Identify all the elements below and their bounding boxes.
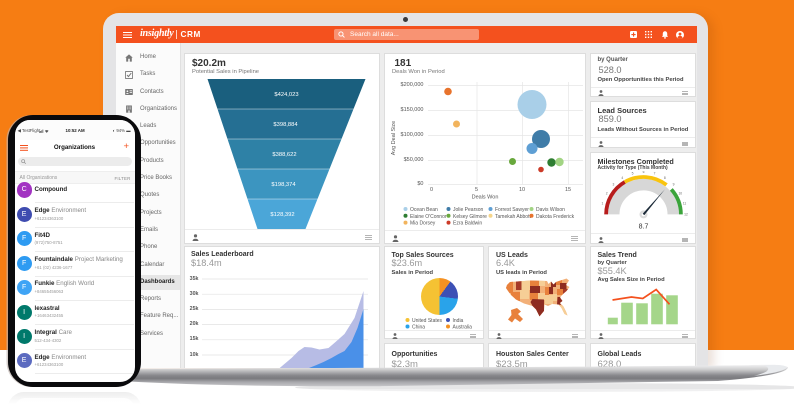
svg-text:Australia: Australia: [452, 325, 472, 331]
svg-text:Tamekah Abbott: Tamekah Abbott: [495, 213, 531, 219]
svg-text:Forrest Sawyer: Forrest Sawyer: [495, 207, 529, 213]
svg-text:$128,392: $128,392: [270, 212, 294, 218]
svg-text:China: China: [412, 325, 425, 331]
svg-text:15: 15: [565, 187, 571, 193]
svg-text:Davis Wilson: Davis Wilson: [536, 207, 565, 213]
svg-text:8: 8: [663, 176, 665, 180]
svg-text:$424,023: $424,023: [274, 92, 298, 98]
svg-text:0: 0: [430, 187, 433, 193]
svg-text:3: 3: [612, 183, 614, 187]
svg-text:$388,622: $388,622: [272, 152, 296, 158]
svg-text:5: 5: [475, 187, 478, 193]
svg-text:Mia Dorsey: Mia Dorsey: [410, 220, 436, 226]
svg-text:Ezra Baldwin: Ezra Baldwin: [453, 220, 482, 226]
svg-text:Deals Won: Deals Won: [471, 194, 498, 200]
svg-text:5: 5: [631, 172, 633, 176]
svg-text:11: 11: [682, 202, 686, 206]
svg-text:12: 12: [684, 213, 688, 217]
svg-text:4: 4: [621, 176, 623, 180]
svg-text:$198,374: $198,374: [271, 182, 296, 188]
svg-text:United States: United States: [412, 318, 443, 324]
svg-text:Elaine O'Connor: Elaine O'Connor: [410, 213, 447, 219]
svg-text:10: 10: [519, 187, 525, 193]
svg-text:8.7: 8.7: [638, 224, 648, 231]
svg-text:$398,884: $398,884: [273, 122, 298, 128]
svg-text:7: 7: [653, 172, 655, 176]
svg-text:1: 1: [601, 202, 603, 206]
svg-text:6: 6: [642, 171, 644, 174]
svg-text:India: India: [452, 318, 463, 324]
svg-text:Kelsey Gilmore: Kelsey Gilmore: [453, 213, 487, 219]
svg-text:9: 9: [672, 183, 674, 187]
svg-text:Ocean Bean: Ocean Bean: [410, 207, 438, 213]
svg-text:2: 2: [605, 191, 607, 195]
svg-text:Avg Deal Size: Avg Deal Size: [391, 120, 397, 154]
svg-text:Jolie Pearson: Jolie Pearson: [453, 207, 484, 213]
svg-text:Dakota Frederick: Dakota Frederick: [536, 213, 575, 219]
svg-text:10: 10: [678, 191, 682, 195]
